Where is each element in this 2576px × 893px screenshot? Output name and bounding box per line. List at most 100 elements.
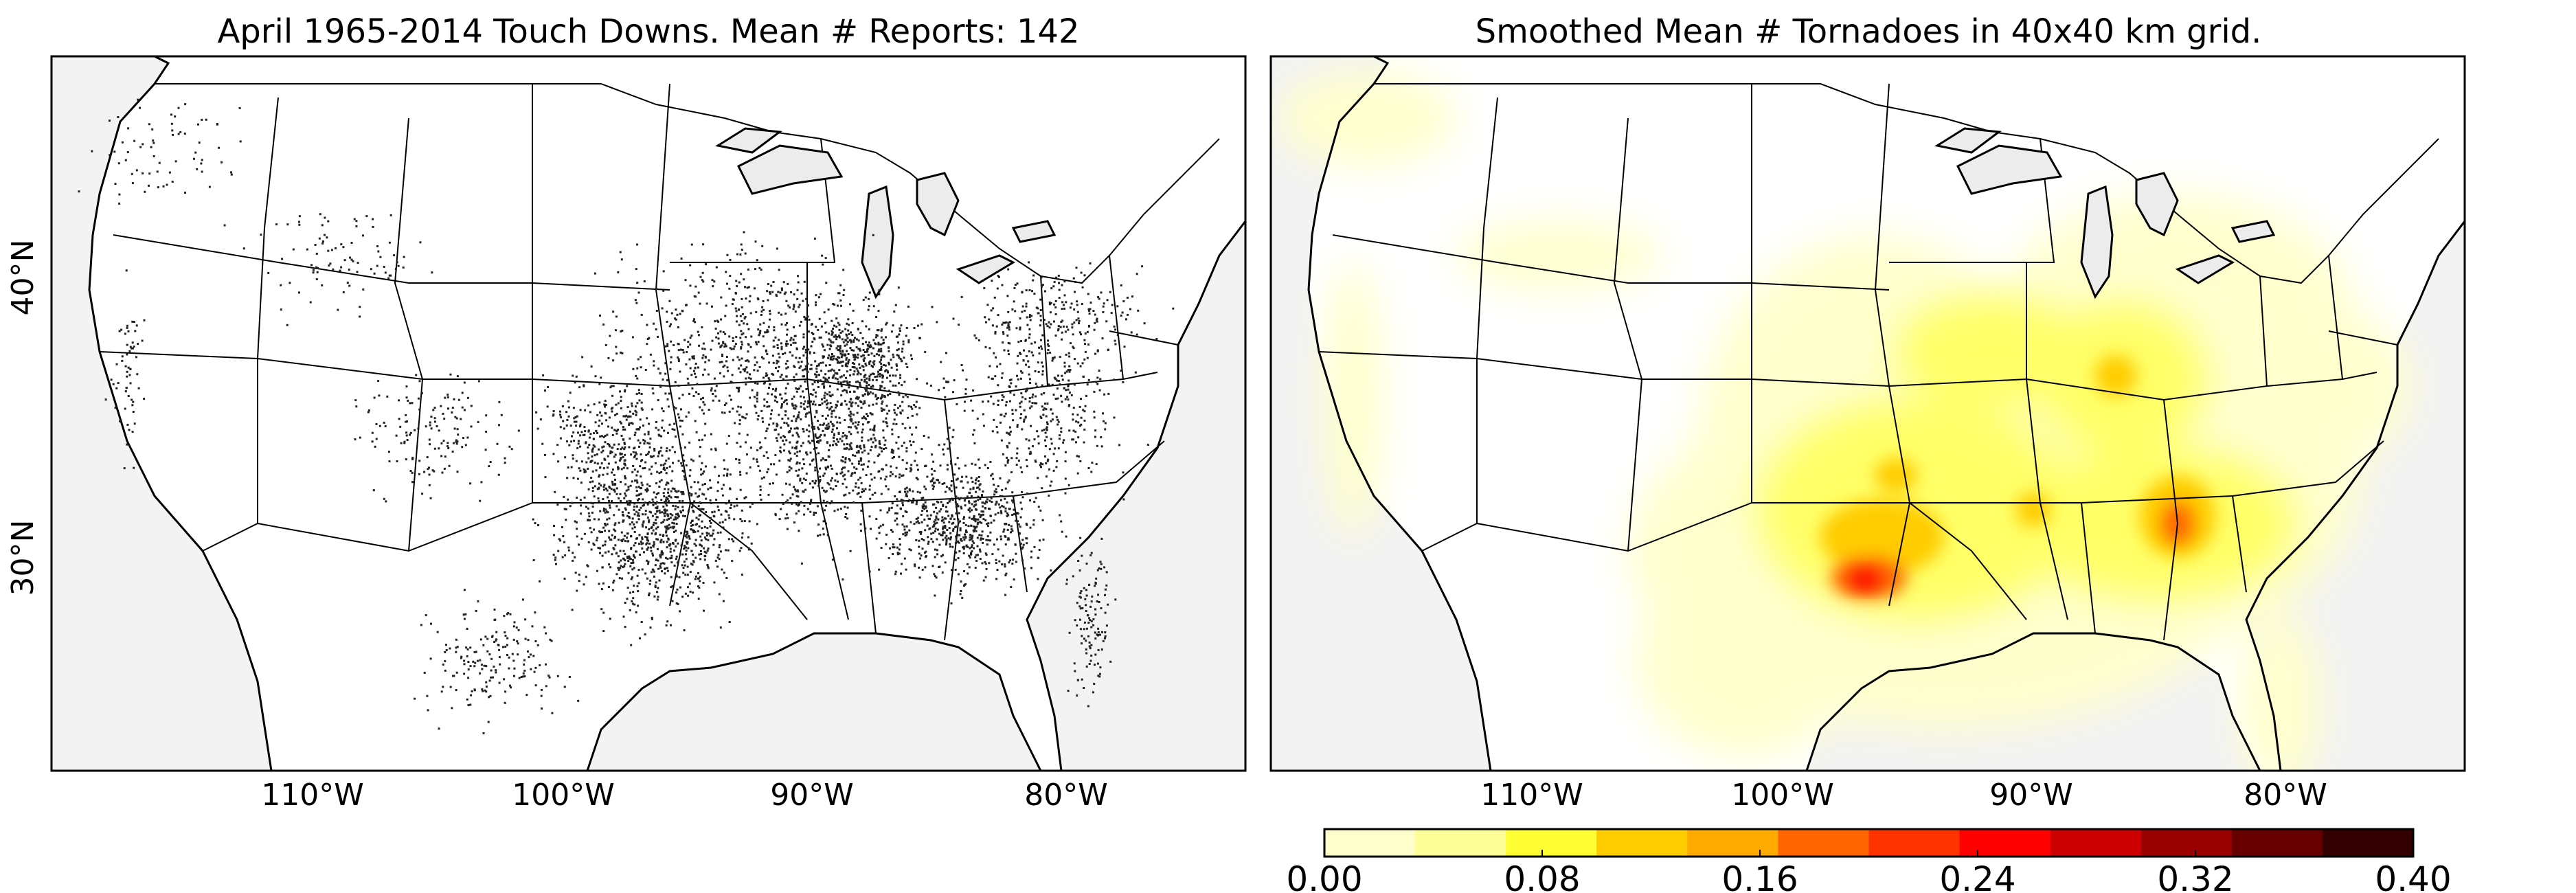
touchdown-point <box>1054 313 1057 315</box>
touchdown-point <box>772 373 775 376</box>
touchdown-point <box>860 530 862 532</box>
touchdown-point <box>1081 642 1083 645</box>
touchdown-point <box>375 438 378 440</box>
touchdown-point <box>932 460 935 463</box>
touchdown-point <box>626 555 629 558</box>
touchdown-point <box>619 567 622 569</box>
touchdown-point <box>766 427 769 430</box>
touchdown-point <box>1096 600 1098 602</box>
touchdown-point <box>652 455 655 457</box>
touchdown-point <box>651 552 654 555</box>
touchdown-point <box>920 532 923 535</box>
touchdown-point <box>664 462 666 465</box>
touchdown-point <box>936 512 938 515</box>
touchdown-point <box>343 259 346 262</box>
touchdown-point <box>793 521 795 524</box>
touchdown-point <box>870 413 873 416</box>
touchdown-point <box>839 508 842 510</box>
touchdown-point <box>800 501 802 504</box>
touchdown-point <box>710 389 712 392</box>
touchdown-point <box>809 405 811 407</box>
touchdown-point <box>931 565 934 567</box>
touchdown-point <box>442 686 444 688</box>
touchdown-point <box>1064 372 1067 374</box>
touchdown-point <box>785 340 788 343</box>
touchdown-point <box>875 398 878 400</box>
touchdown-point <box>697 518 700 521</box>
touchdown-point <box>627 415 630 418</box>
touchdown-point <box>866 389 868 392</box>
touchdown-point <box>850 402 852 405</box>
touchdown-point <box>699 576 701 578</box>
touchdown-point <box>571 435 573 438</box>
touchdown-point <box>666 466 668 469</box>
touchdown-point <box>624 492 626 495</box>
touchdown-point <box>674 451 676 453</box>
touchdown-point <box>644 513 647 516</box>
touchdown-point <box>634 454 637 457</box>
touchdown-point <box>770 284 773 287</box>
touchdown-point <box>667 457 670 460</box>
touchdown-point <box>671 521 674 524</box>
touchdown-point <box>878 354 881 357</box>
touchdown-point <box>1006 456 1008 459</box>
touchdown-point <box>658 486 661 488</box>
touchdown-point <box>991 324 994 327</box>
touchdown-point <box>617 271 620 273</box>
touchdown-point <box>882 374 884 377</box>
touchdown-point <box>703 348 706 350</box>
touchdown-point <box>789 460 791 462</box>
touchdown-point <box>572 559 574 562</box>
touchdown-point <box>687 510 690 513</box>
touchdown-point <box>1076 310 1079 313</box>
touchdown-point <box>629 565 632 567</box>
touchdown-point <box>846 443 848 446</box>
touchdown-point <box>975 477 978 479</box>
touchdown-point <box>702 401 705 404</box>
touchdown-point <box>766 405 769 408</box>
touchdown-point <box>872 385 874 388</box>
touchdown-point <box>697 577 699 580</box>
touchdown-point <box>1076 414 1079 416</box>
touchdown-point <box>1086 383 1089 386</box>
touchdown-point <box>467 668 470 671</box>
touchdown-point <box>956 477 959 480</box>
touchdown-point <box>694 575 697 578</box>
touchdown-point <box>691 355 694 358</box>
touchdown-point <box>662 534 665 536</box>
touchdown-point <box>601 566 604 569</box>
touchdown-point <box>651 571 653 574</box>
touchdown-point <box>554 490 556 493</box>
touchdown-point <box>1116 305 1119 308</box>
touchdown-point <box>1086 330 1089 333</box>
touchdown-point <box>593 528 596 531</box>
touchdown-point <box>657 567 660 570</box>
touchdown-point <box>431 271 433 274</box>
touchdown-point <box>828 364 831 366</box>
touchdown-point <box>593 543 596 546</box>
touchdown-point <box>681 499 684 502</box>
touchdown-point <box>648 592 651 595</box>
touchdown-point <box>780 405 783 407</box>
touchdown-point <box>605 551 607 554</box>
touchdown-point <box>683 564 686 567</box>
touchdown-point <box>1035 383 1037 385</box>
touchdown-point <box>544 476 547 479</box>
touchdown-point <box>1105 624 1108 627</box>
touchdown-point <box>1122 498 1125 501</box>
touchdown-point <box>1059 514 1061 517</box>
touchdown-point <box>583 433 586 436</box>
touchdown-point <box>848 333 850 335</box>
touchdown-point <box>614 522 617 525</box>
touchdown-point <box>509 613 512 615</box>
touchdown-point <box>944 525 947 528</box>
touchdown-point <box>745 336 747 339</box>
touchdown-point <box>882 339 885 341</box>
touchdown-point <box>839 332 842 334</box>
touchdown-point <box>1010 471 1013 473</box>
touchdown-point <box>1085 610 1087 612</box>
touchdown-point <box>903 525 906 528</box>
touchdown-point <box>1043 319 1046 321</box>
touchdown-point <box>908 488 911 490</box>
touchdown-point <box>951 545 954 548</box>
